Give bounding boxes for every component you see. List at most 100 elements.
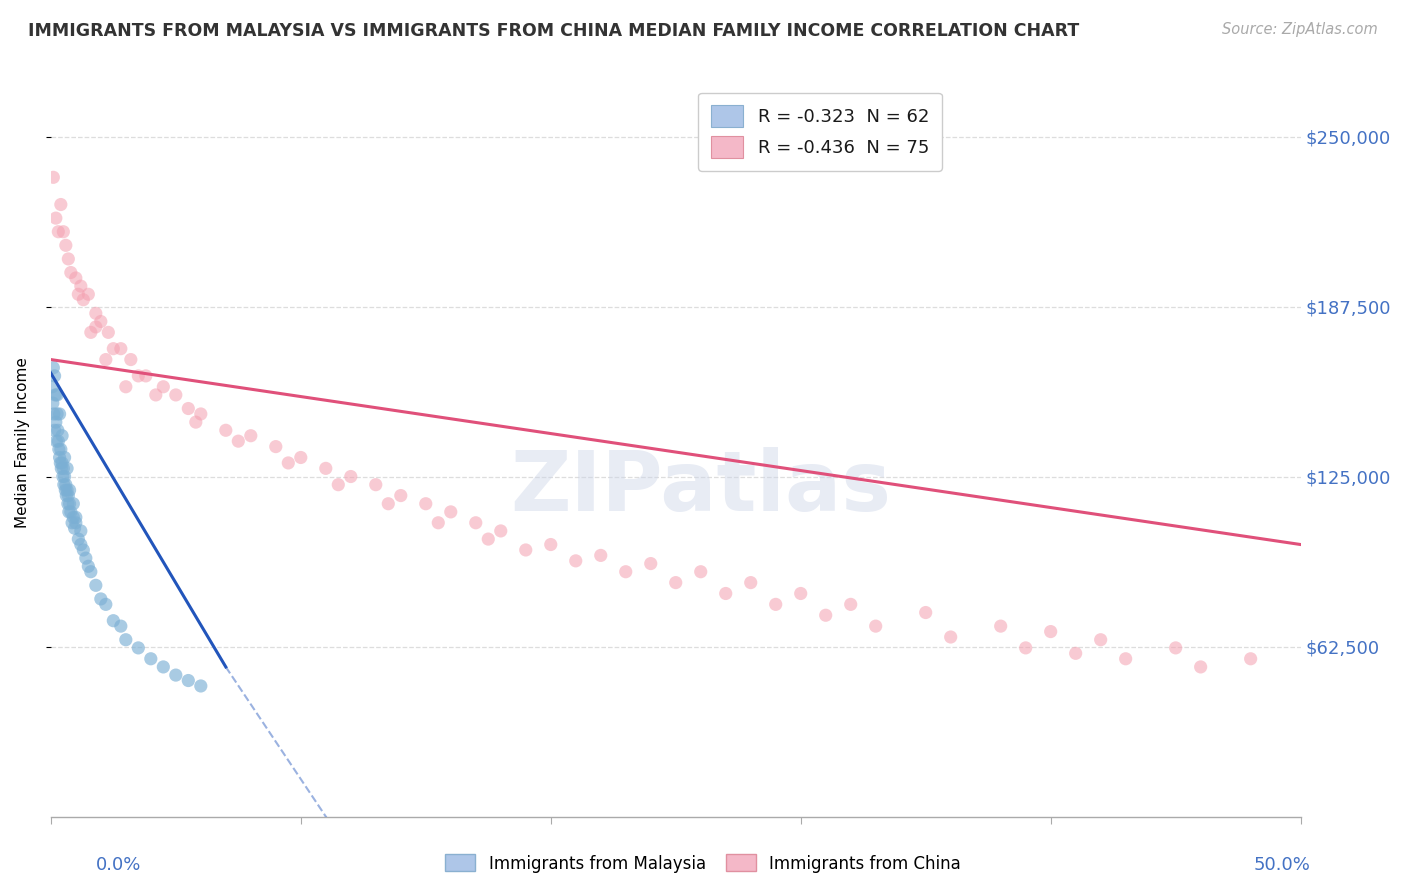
Point <box>58 497 80 511</box>
Point <box>41 380 63 394</box>
Y-axis label: Median Family Income: Median Family Income <box>15 357 30 528</box>
Point <box>120 352 142 367</box>
Point <box>72 543 94 558</box>
Point <box>135 368 157 383</box>
Point <box>84 320 107 334</box>
Point <box>315 461 337 475</box>
Point <box>290 450 312 465</box>
Point <box>53 450 76 465</box>
Point <box>540 537 562 551</box>
Point <box>139 652 162 666</box>
Point <box>53 483 76 497</box>
Point <box>740 575 762 590</box>
Point <box>48 407 70 421</box>
Point <box>415 497 437 511</box>
Point <box>515 543 537 558</box>
Point <box>1015 640 1038 655</box>
Point <box>94 352 117 367</box>
Point <box>177 401 200 416</box>
Point <box>440 505 463 519</box>
Point <box>56 497 79 511</box>
Point <box>55 477 77 491</box>
Point <box>62 497 84 511</box>
Point <box>80 326 103 340</box>
Point <box>110 342 132 356</box>
Point <box>114 380 136 394</box>
Point <box>56 461 79 475</box>
Point <box>145 388 167 402</box>
Point <box>53 469 76 483</box>
Point <box>277 456 299 470</box>
Point <box>427 516 450 530</box>
Point <box>90 591 112 606</box>
Point <box>389 489 412 503</box>
Point <box>58 252 80 266</box>
Point <box>44 423 66 437</box>
Point <box>45 434 67 449</box>
Point <box>44 388 66 402</box>
Point <box>58 489 80 503</box>
Point <box>377 497 399 511</box>
Point <box>328 477 350 491</box>
Point <box>1164 640 1187 655</box>
Point <box>52 469 75 483</box>
Point <box>51 461 73 475</box>
Point <box>55 489 77 503</box>
Point <box>52 477 75 491</box>
Point <box>97 326 120 340</box>
Point <box>58 505 80 519</box>
Point <box>165 388 187 402</box>
Point <box>665 575 688 590</box>
Point <box>94 598 117 612</box>
Point <box>72 293 94 307</box>
Text: Source: ZipAtlas.com: Source: ZipAtlas.com <box>1222 22 1378 37</box>
Point <box>60 516 83 530</box>
Point <box>765 598 787 612</box>
Point <box>814 608 837 623</box>
Point <box>90 314 112 328</box>
Point <box>839 598 862 612</box>
Point <box>51 456 73 470</box>
Point <box>939 630 962 644</box>
Point <box>46 423 69 437</box>
Point <box>42 396 65 410</box>
Point <box>165 668 187 682</box>
Point <box>46 407 69 421</box>
Point <box>63 521 86 535</box>
Point <box>1189 660 1212 674</box>
Point <box>177 673 200 688</box>
Point <box>84 306 107 320</box>
Point <box>614 565 637 579</box>
Legend: Immigrants from Malaysia, Immigrants from China: Immigrants from Malaysia, Immigrants fro… <box>439 847 967 880</box>
Point <box>1115 652 1137 666</box>
Point <box>477 532 499 546</box>
Text: 50.0%: 50.0% <box>1254 855 1310 873</box>
Point <box>184 415 207 429</box>
Point <box>65 516 87 530</box>
Point <box>1090 632 1112 647</box>
Legend: R = -0.323  N = 62, R = -0.436  N = 75: R = -0.323 N = 62, R = -0.436 N = 75 <box>697 93 942 171</box>
Point <box>127 368 149 383</box>
Point <box>714 586 737 600</box>
Point <box>190 407 212 421</box>
Point <box>464 516 486 530</box>
Point <box>226 434 249 449</box>
Point <box>1064 646 1087 660</box>
Point <box>77 287 100 301</box>
Point <box>65 510 87 524</box>
Point <box>42 407 65 421</box>
Point <box>264 440 287 454</box>
Point <box>84 578 107 592</box>
Point <box>589 549 612 563</box>
Text: ZIPatlas: ZIPatlas <box>510 447 891 528</box>
Point <box>914 606 936 620</box>
Point <box>59 505 82 519</box>
Point <box>789 586 811 600</box>
Point <box>49 197 72 211</box>
Point <box>215 423 238 437</box>
Point <box>49 456 72 470</box>
Point <box>80 565 103 579</box>
Point <box>56 483 79 497</box>
Point <box>127 640 149 655</box>
Point <box>103 342 125 356</box>
